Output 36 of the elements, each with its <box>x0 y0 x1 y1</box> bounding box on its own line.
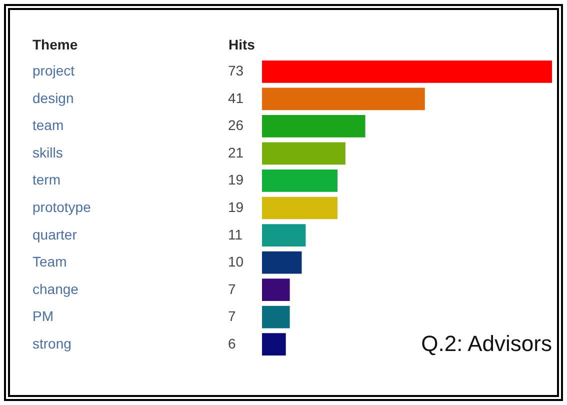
bar <box>262 333 286 356</box>
y-tick-label: PM <box>32 308 54 324</box>
data-label: 26 <box>228 117 244 134</box>
y-tick-label: Team <box>32 254 67 270</box>
bar <box>262 115 366 138</box>
bar <box>262 88 425 110</box>
data-label: 19 <box>228 199 244 215</box>
bar <box>262 142 346 165</box>
y-tick-label: team <box>32 117 64 134</box>
y-tick-label: quarter <box>32 226 78 242</box>
y-tick-label: change <box>32 280 79 297</box>
data-label: 10 <box>228 254 244 270</box>
y-tick-label: design <box>32 90 74 106</box>
bar <box>262 251 302 274</box>
data-label: 73 <box>228 62 244 79</box>
y-tick-label: strong <box>32 335 72 352</box>
bar <box>262 306 290 328</box>
y-tick-label: project <box>32 62 75 79</box>
x-axis-title: Hits <box>228 36 256 52</box>
bar <box>262 196 338 220</box>
data-label: 7 <box>228 280 236 297</box>
data-label: 6 <box>228 335 236 352</box>
y-tick-label: prototype <box>32 199 92 215</box>
y-tick-label: term <box>32 172 60 188</box>
bar <box>262 278 290 301</box>
data-label: 11 <box>228 226 243 242</box>
y-axis-title: Theme <box>32 36 78 52</box>
data-label: 19 <box>228 172 244 188</box>
bar <box>262 170 338 192</box>
data-label: 41 <box>228 90 244 106</box>
bar <box>262 60 552 83</box>
data-label: 7 <box>228 308 236 324</box>
bar <box>262 224 306 246</box>
text: Q.2: Advisors <box>421 331 552 356</box>
y-tick-label: skills <box>32 144 63 160</box>
data-label: 21 <box>228 144 244 160</box>
